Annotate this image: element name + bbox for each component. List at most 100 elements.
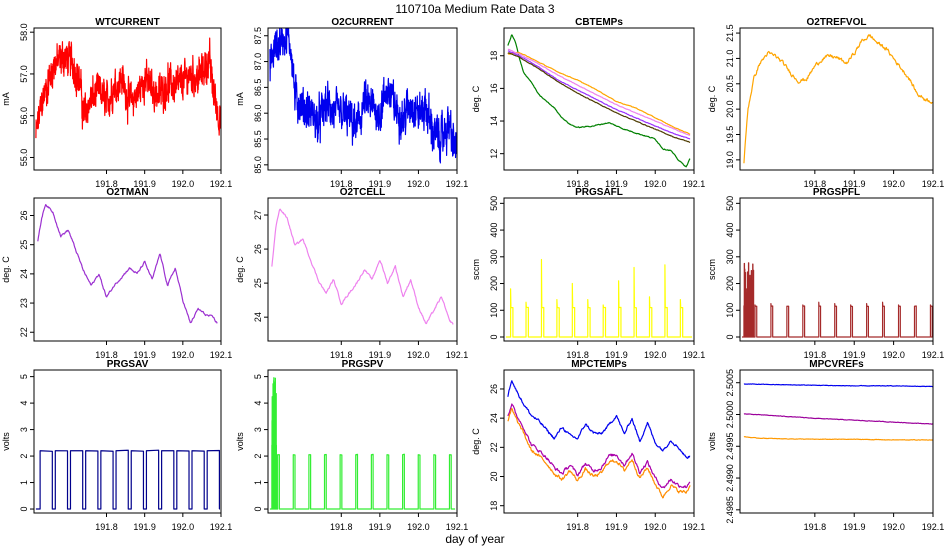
y-tick-label: 2.5005 xyxy=(725,369,735,397)
series-group xyxy=(505,258,693,338)
y-axis-label: deg. C xyxy=(235,256,245,283)
y-axis-label: mA xyxy=(235,92,245,106)
x-tick-label: 192.1 xyxy=(210,522,233,532)
y-tick-label: 500 xyxy=(489,196,499,211)
plot-frame xyxy=(33,369,222,514)
y-tick-label: 0 xyxy=(19,507,29,512)
x-tick-label: 191.9 xyxy=(605,179,628,189)
y-axis-label: deg. C xyxy=(471,428,481,455)
x-tick-label: 192.1 xyxy=(683,522,706,532)
panel-title: O2TCELL xyxy=(340,187,386,198)
series-line-3 xyxy=(743,436,933,441)
y-axis-label: volts xyxy=(1,432,11,451)
series-line-2 xyxy=(743,413,933,425)
y-tick-label: 5 xyxy=(253,374,263,379)
y-tick-label: 55.0 xyxy=(19,149,29,167)
x-tick-label: 191.9 xyxy=(369,350,392,360)
y-tick-label: 20.5 xyxy=(725,75,735,93)
panel-o2tman: 191.8 191.9 192.0 192.1 22 23 24 25 26 O2TMAN deg.… xyxy=(1,187,232,360)
y-tick-label: 86.5 xyxy=(253,79,263,97)
x-tick-label: 192.1 xyxy=(683,350,706,360)
x-tick-label: 192.1 xyxy=(922,179,945,189)
y-axis-label: deg. C xyxy=(707,85,717,112)
series-group xyxy=(35,449,220,510)
y-tick-label: 2.4990 xyxy=(725,464,735,492)
y-tick-label: 26 xyxy=(19,211,29,221)
y-tick-label: 86.0 xyxy=(253,104,263,122)
y-tick-label: 25 xyxy=(253,278,263,288)
y-tick-label: 2.5000 xyxy=(725,401,735,429)
x-tick-label: 192.0 xyxy=(644,179,667,189)
y-tick-label: 3 xyxy=(19,427,29,432)
x-tick-label: 191.9 xyxy=(843,522,866,532)
x-tick-label: 191.8 xyxy=(330,179,353,189)
y-tick-label: 26 xyxy=(253,244,263,254)
y-tick-label: 5 xyxy=(19,374,29,379)
x-tick-label: 192.0 xyxy=(644,522,667,532)
y-tick-label: 20 xyxy=(489,472,499,482)
x-tick-label: 192.0 xyxy=(172,179,195,189)
panel-title: MPCVREFs xyxy=(809,359,864,370)
panel-prgsafl: 191.8 191.9 192.0 192.1 0 100 200 300 400 500 PRGS… xyxy=(471,187,705,360)
y-tick-label: 25 xyxy=(19,240,29,250)
series-line-1 xyxy=(35,37,221,139)
y-tick-label: 24 xyxy=(489,413,499,423)
y-tick-label: 26 xyxy=(489,384,499,394)
panel-prgspv: 191.8 191.9 192.0 192.1 0 1 2 3 4 5 PRGSPV volts xyxy=(235,359,468,532)
y-tick-label: 24 xyxy=(253,312,263,322)
y-tick-label: 0 xyxy=(725,334,735,339)
panel-title: PRGSAV xyxy=(107,359,149,370)
y-tick-label: 300 xyxy=(489,249,499,264)
y-axis-label: deg. C xyxy=(471,85,481,112)
chart-panels: 191.8 191.9 192.0 192.1 55.0 56.0 57.0 58.0 WTCU… xyxy=(1,17,944,532)
plot-frame xyxy=(739,369,934,514)
series-group xyxy=(35,37,221,139)
series-line-1 xyxy=(271,208,454,325)
series-group xyxy=(269,377,456,510)
series-line-2 xyxy=(507,403,691,489)
y-tick-label: 16 xyxy=(489,83,499,93)
series-line-1 xyxy=(37,204,218,324)
x-tick-label: 192.0 xyxy=(407,522,430,532)
series-line-1 xyxy=(507,380,691,459)
panel-title: WTCURRENT xyxy=(95,17,159,28)
x-tick-label: 192.0 xyxy=(172,350,195,360)
x-tick-label: 191.9 xyxy=(605,522,628,532)
x-tick-label: 192.1 xyxy=(446,350,469,360)
y-tick-label: 100 xyxy=(489,303,499,318)
series-group xyxy=(269,28,457,164)
x-tick-label: 191.9 xyxy=(133,350,156,360)
y-tick-label: 500 xyxy=(725,196,735,211)
series-group xyxy=(741,262,933,338)
panel-title: O2CURRENT xyxy=(331,17,393,28)
y-tick-label: 19.5 xyxy=(725,126,735,144)
panel-o2trefvol: 191.8 191.9 192.0 192.1 19.0 19.5 20.0 20.5 21.0… xyxy=(707,17,944,189)
x-tick-label: 191.8 xyxy=(566,179,589,189)
x-tick-label: 191.9 xyxy=(369,522,392,532)
y-tick-label: 0 xyxy=(253,507,263,512)
panel-title: CBTEMPs xyxy=(575,17,623,28)
plot-frame xyxy=(503,27,695,171)
figure-title: 110710a Medium Rate Data 3 xyxy=(395,2,555,16)
plot-frame xyxy=(267,369,458,514)
x-tick-label: 191.9 xyxy=(133,179,156,189)
y-tick-label: 300 xyxy=(725,249,735,264)
panel-mpcvrefs: 191.8 191.9 192.0 192.1 2.4985 2.4990 2.4995 2.… xyxy=(707,359,944,532)
y-tick-label: 2.4985 xyxy=(725,496,735,524)
x-tick-label: 192.0 xyxy=(882,350,905,360)
y-tick-label: 400 xyxy=(725,223,735,238)
series-line-1 xyxy=(35,449,220,510)
panel-mpctemps: 191.8 191.9 192.0 192.1 18 20 22 24 26 MPCTEMPs de… xyxy=(471,359,705,532)
y-tick-label: 1 xyxy=(19,480,29,485)
series-line-1 xyxy=(743,383,933,388)
x-tick-label: 191.8 xyxy=(566,522,589,532)
x-tick-label: 191.9 xyxy=(843,179,866,189)
plot-frame xyxy=(739,27,934,171)
x-tick-label: 191.8 xyxy=(804,179,827,189)
panel-o2tcell: 191.8 191.9 192.0 192.1 24 25 26 27 O2TCELL deg. … xyxy=(235,187,468,360)
x-tick-label: 192.1 xyxy=(683,179,706,189)
y-axis-label: deg. C xyxy=(1,256,11,283)
y-tick-label: 4 xyxy=(253,401,263,406)
series-line-2 xyxy=(507,51,691,135)
